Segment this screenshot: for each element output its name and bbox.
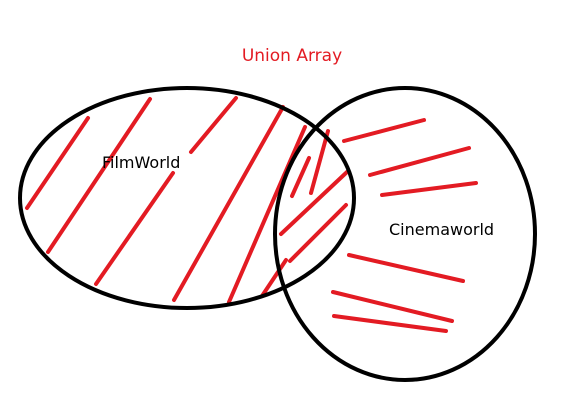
hatch-stroke: [25, 116, 90, 210]
hatch-stroke: [279, 170, 349, 236]
filmworld-set-ellipse: [18, 86, 356, 310]
hatch-stroke: [189, 96, 238, 154]
cinemaworld-hatching: [279, 118, 478, 333]
hatch-stroke: [368, 146, 471, 177]
hatch-stroke: [331, 290, 454, 323]
cinemaworld-set-ellipse: [273, 86, 537, 382]
hatch-stroke: [309, 129, 330, 195]
hatch-stroke: [288, 203, 348, 263]
hatch-stroke: [290, 156, 311, 198]
hatch-stroke: [46, 97, 152, 254]
filmworld-label: FilmWorld: [102, 153, 180, 172]
hatch-stroke: [94, 171, 175, 286]
hatch-stroke: [332, 314, 448, 333]
cinemaworld-label: Cinemaworld: [389, 220, 494, 239]
hatch-stroke: [172, 105, 285, 302]
hatch-stroke: [227, 125, 307, 304]
hatch-stroke: [380, 181, 478, 197]
filmworld-hatching: [25, 96, 307, 304]
hatch-stroke: [347, 253, 465, 283]
hatch-stroke: [342, 118, 426, 143]
diagram-title: Union Array: [242, 46, 342, 66]
hatch-stroke: [260, 258, 288, 298]
